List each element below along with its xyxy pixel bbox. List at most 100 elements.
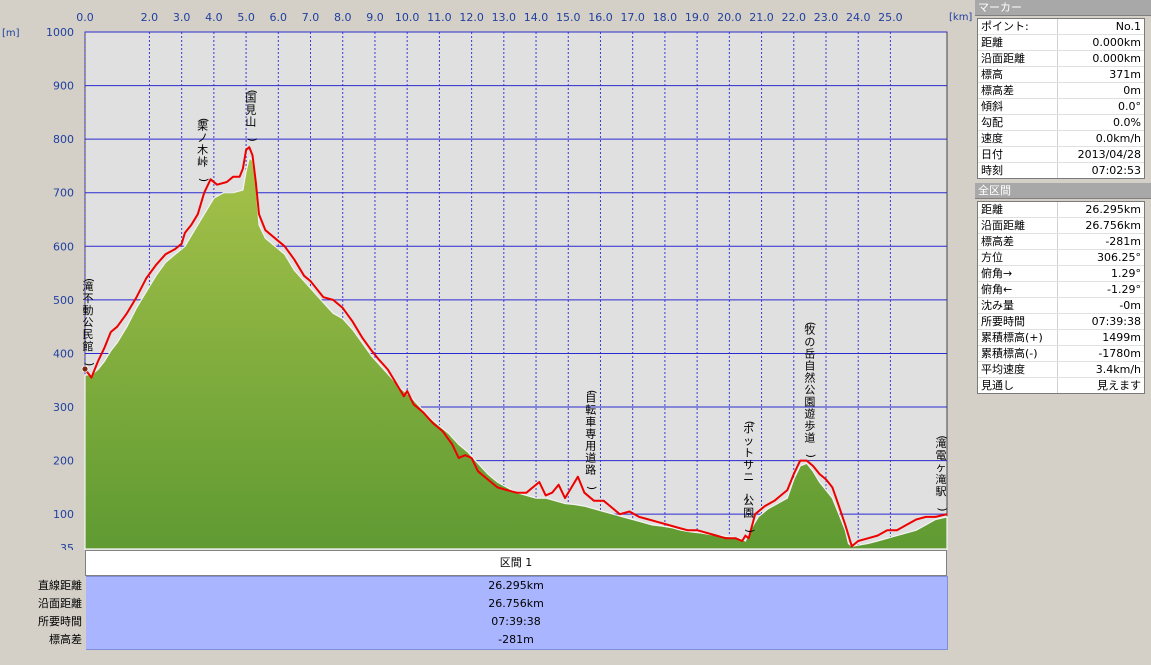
total-row: 累積標高(+) 1499m bbox=[978, 330, 1144, 346]
total-value: -281m bbox=[1105, 235, 1141, 248]
total-row: 俯角← -1.29° bbox=[978, 282, 1144, 298]
x-tick-label: 17.0 bbox=[620, 11, 645, 24]
marker-key: 標高 bbox=[978, 67, 1058, 82]
total-key: 見通し bbox=[978, 378, 1058, 393]
y-tick-label: 600 bbox=[53, 240, 74, 253]
y-tick-label: 900 bbox=[53, 80, 74, 93]
segment-row-label: 標高差 bbox=[49, 633, 82, 646]
marker-key: 時刻 bbox=[978, 163, 1058, 178]
total-key: 俯角→ bbox=[978, 266, 1058, 281]
total-value: -1780m bbox=[1098, 347, 1141, 360]
x-tick-label: 2.0 bbox=[141, 11, 159, 24]
total-section-header[interactable]: 全区間 bbox=[975, 183, 1151, 199]
segment-row-label: 直線距離 bbox=[38, 579, 82, 592]
marker-value: 371m bbox=[1109, 68, 1141, 81]
marker-section-header[interactable]: マーカー bbox=[975, 0, 1151, 16]
total-key: 距離 bbox=[978, 202, 1058, 217]
marker-value: 0m bbox=[1123, 84, 1141, 97]
marker-value: 2013/04/28 bbox=[1077, 148, 1141, 161]
x-tick-label: 5.0 bbox=[237, 11, 255, 24]
x-tick-label: 6.0 bbox=[270, 11, 288, 24]
segment-row-label: 所要時間 bbox=[38, 615, 82, 628]
y-tick-label: 400 bbox=[53, 347, 74, 360]
y-tick-label: 700 bbox=[53, 187, 74, 200]
y-unit-label: [m] bbox=[2, 28, 20, 39]
segment-header[interactable]: 区間 1 bbox=[85, 550, 947, 576]
marker-row: 沿面距離 0.000km bbox=[978, 51, 1144, 67]
total-row: 所要時間 07:39:38 bbox=[978, 314, 1144, 330]
y-tick-label: 100 bbox=[53, 508, 74, 521]
x-tick-label: 21.0 bbox=[749, 11, 774, 24]
marker-row: 日付 2013/04/28 bbox=[978, 147, 1144, 163]
y-tick-label: 300 bbox=[53, 401, 74, 414]
segment-summary-table: 区間 1 直線距離 26.295km 沿面距離 26.756km 所要時間 07:39:3… bbox=[0, 549, 975, 665]
total-key: 平均速度 bbox=[978, 362, 1058, 377]
x-tick-label: 0.0 bbox=[76, 11, 94, 24]
waypoint-label: (国見山) bbox=[245, 90, 258, 142]
x-tick-label: 10.0 bbox=[395, 11, 420, 24]
total-row: 累積標高(-) -1780m bbox=[978, 346, 1144, 362]
total-value: -1.29° bbox=[1107, 283, 1141, 296]
marker-key: ポイント: bbox=[978, 19, 1058, 34]
total-key: 累積標高(+) bbox=[978, 330, 1058, 345]
total-value: 26.295km bbox=[1085, 203, 1141, 216]
marker-row: 標高 371m bbox=[978, 67, 1144, 83]
info-panel: マーカー ポイント: No.1 距離 0.000km 沿面距離 0.000km 標高 371m… bbox=[975, 0, 1151, 665]
marker-key: 距離 bbox=[978, 35, 1058, 50]
marker-key: 標高差 bbox=[978, 83, 1058, 98]
total-key: 標高差 bbox=[978, 234, 1058, 249]
track-line-layer bbox=[81, 146, 948, 548]
segment-row-value: 26.295km bbox=[86, 577, 946, 595]
start-marker-icon[interactable] bbox=[81, 365, 89, 373]
marker-key: 沿面距離 bbox=[978, 51, 1058, 66]
total-key: 所要時間 bbox=[978, 314, 1058, 329]
y-min-label: 35 bbox=[60, 542, 74, 550]
total-value: -0m bbox=[1119, 299, 1141, 312]
marker-value: 0.000km bbox=[1092, 52, 1141, 65]
annotation-layer: (滝不動公民館) (栗ノ木峠) (国見山) (自転車専用道路) (ポットサニー公園) (牧… bbox=[83, 90, 949, 533]
waypoint-label: (ポットサニー公園) bbox=[740, 421, 756, 533]
total-key: 累積標高(-) bbox=[978, 346, 1058, 361]
x-tick-label: 24.0 bbox=[846, 11, 871, 24]
marker-value: 0.0km/h bbox=[1095, 132, 1141, 145]
x-tick-label: 19.0 bbox=[685, 11, 710, 24]
x-tick-label: 16.0 bbox=[588, 11, 613, 24]
marker-key: 傾斜 bbox=[978, 99, 1058, 114]
total-value: 見えます bbox=[1097, 379, 1141, 392]
x-tick-label: 18.0 bbox=[653, 11, 678, 24]
x-tick-label: 20.0 bbox=[717, 11, 742, 24]
x-tick-label: 25.0 bbox=[878, 11, 903, 24]
total-row: 方位 306.25° bbox=[978, 250, 1144, 266]
marker-key: 日付 bbox=[978, 147, 1058, 162]
marker-value: 07:02:53 bbox=[1091, 164, 1141, 177]
marker-row: 標高差 0m bbox=[978, 83, 1144, 99]
total-value: 3.4km/h bbox=[1095, 363, 1141, 376]
marker-row: 勾配 0.0% bbox=[978, 115, 1144, 131]
x-tick-label: 7.0 bbox=[302, 11, 320, 24]
total-value: 306.25° bbox=[1097, 251, 1141, 264]
marker-row: 時刻 07:02:53 bbox=[978, 163, 1144, 178]
x-tick-label: 11.0 bbox=[427, 11, 452, 24]
total-value: 1.29° bbox=[1111, 267, 1141, 280]
elevation-chart[interactable]: 0.0 2.0 3.0 4.0 5.0 6.0 7.0 8.0 9.0 10.0 11.0 12.0 1… bbox=[0, 0, 975, 550]
marker-row: 傾斜 0.0° bbox=[978, 99, 1144, 115]
x-tick-label: 8.0 bbox=[334, 11, 352, 24]
waypoint-label: (自転車専用道路) bbox=[585, 390, 598, 490]
segment-row-label: 沿面距離 bbox=[38, 597, 82, 610]
marker-value: 0.000km bbox=[1092, 36, 1141, 49]
marker-row: 速度 0.0km/h bbox=[978, 131, 1144, 147]
axis-layer: 0.0 2.0 3.0 4.0 5.0 6.0 7.0 8.0 9.0 10.0 11.0 12.0 1… bbox=[46, 11, 903, 550]
total-row: 沿面距離 26.756km bbox=[978, 218, 1144, 234]
total-value: 1499m bbox=[1102, 331, 1141, 344]
track-line[interactable] bbox=[84, 146, 948, 548]
marker-info-table: ポイント: No.1 距離 0.000km 沿面距離 0.000km 標高 371m 標高差 0m… bbox=[977, 18, 1145, 179]
total-key: 俯角← bbox=[978, 282, 1058, 297]
y-tick-label: 500 bbox=[53, 294, 74, 307]
waypoint-label: (滝不動公民館) bbox=[83, 278, 96, 366]
x-tick-label: 9.0 bbox=[366, 11, 384, 24]
marker-row: ポイント: No.1 bbox=[978, 19, 1144, 35]
y-tick-label: 1000 bbox=[46, 26, 74, 39]
waypoint-label: (牧の岳自然公園遊歩道) bbox=[804, 322, 817, 458]
total-key: 沿面距離 bbox=[978, 218, 1058, 233]
y-tick-label: 800 bbox=[53, 133, 74, 146]
